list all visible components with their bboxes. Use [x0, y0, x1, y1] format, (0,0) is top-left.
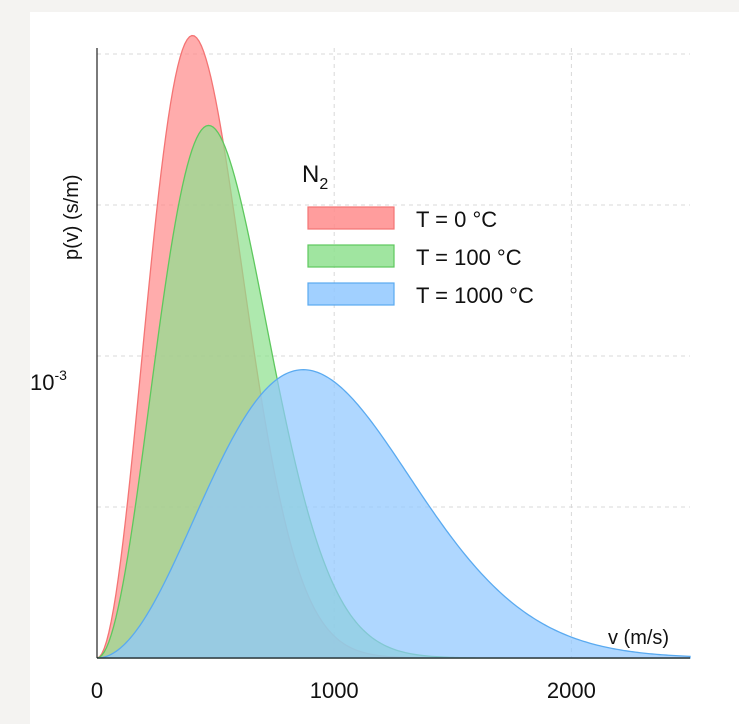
chart-frame: 0 1000 2000 p(v) (s/m) v (m/s) 10-3 N2 T =… [30, 12, 739, 724]
maxwell-boltzmann-chart: 0 1000 2000 p(v) (s/m) v (m/s) 10-3 N2 T =… [30, 34, 691, 703]
series-area-3 [96, 369, 691, 659]
y-axis-title: p(v) (s/m) [61, 174, 83, 260]
legend-title: N2 [302, 161, 328, 193]
legend-swatch-1 [307, 206, 395, 230]
x-tick-label: 2000 [547, 678, 596, 703]
series-layer [96, 34, 691, 659]
legend-swatch-2 [307, 244, 395, 268]
legend-label-3: T = 1000 °C [416, 283, 534, 308]
legend-label-2: T = 100 °C [416, 245, 522, 270]
legend-swatch-3 [307, 282, 395, 306]
legend: N2 T = 0 °C T = 100 °C T = 1000 °C [302, 161, 534, 308]
axes-layer [96, 48, 690, 659]
x-tick-label: 0 [91, 678, 103, 703]
x-axis-title: v (m/s) [608, 627, 669, 649]
legend-label-1: T = 0 °C [416, 207, 497, 232]
y-tick-label-1e-3: 10-3 [30, 367, 67, 395]
tick-label-layer: 0 1000 2000 [91, 678, 596, 703]
x-tick-label: 1000 [310, 678, 359, 703]
